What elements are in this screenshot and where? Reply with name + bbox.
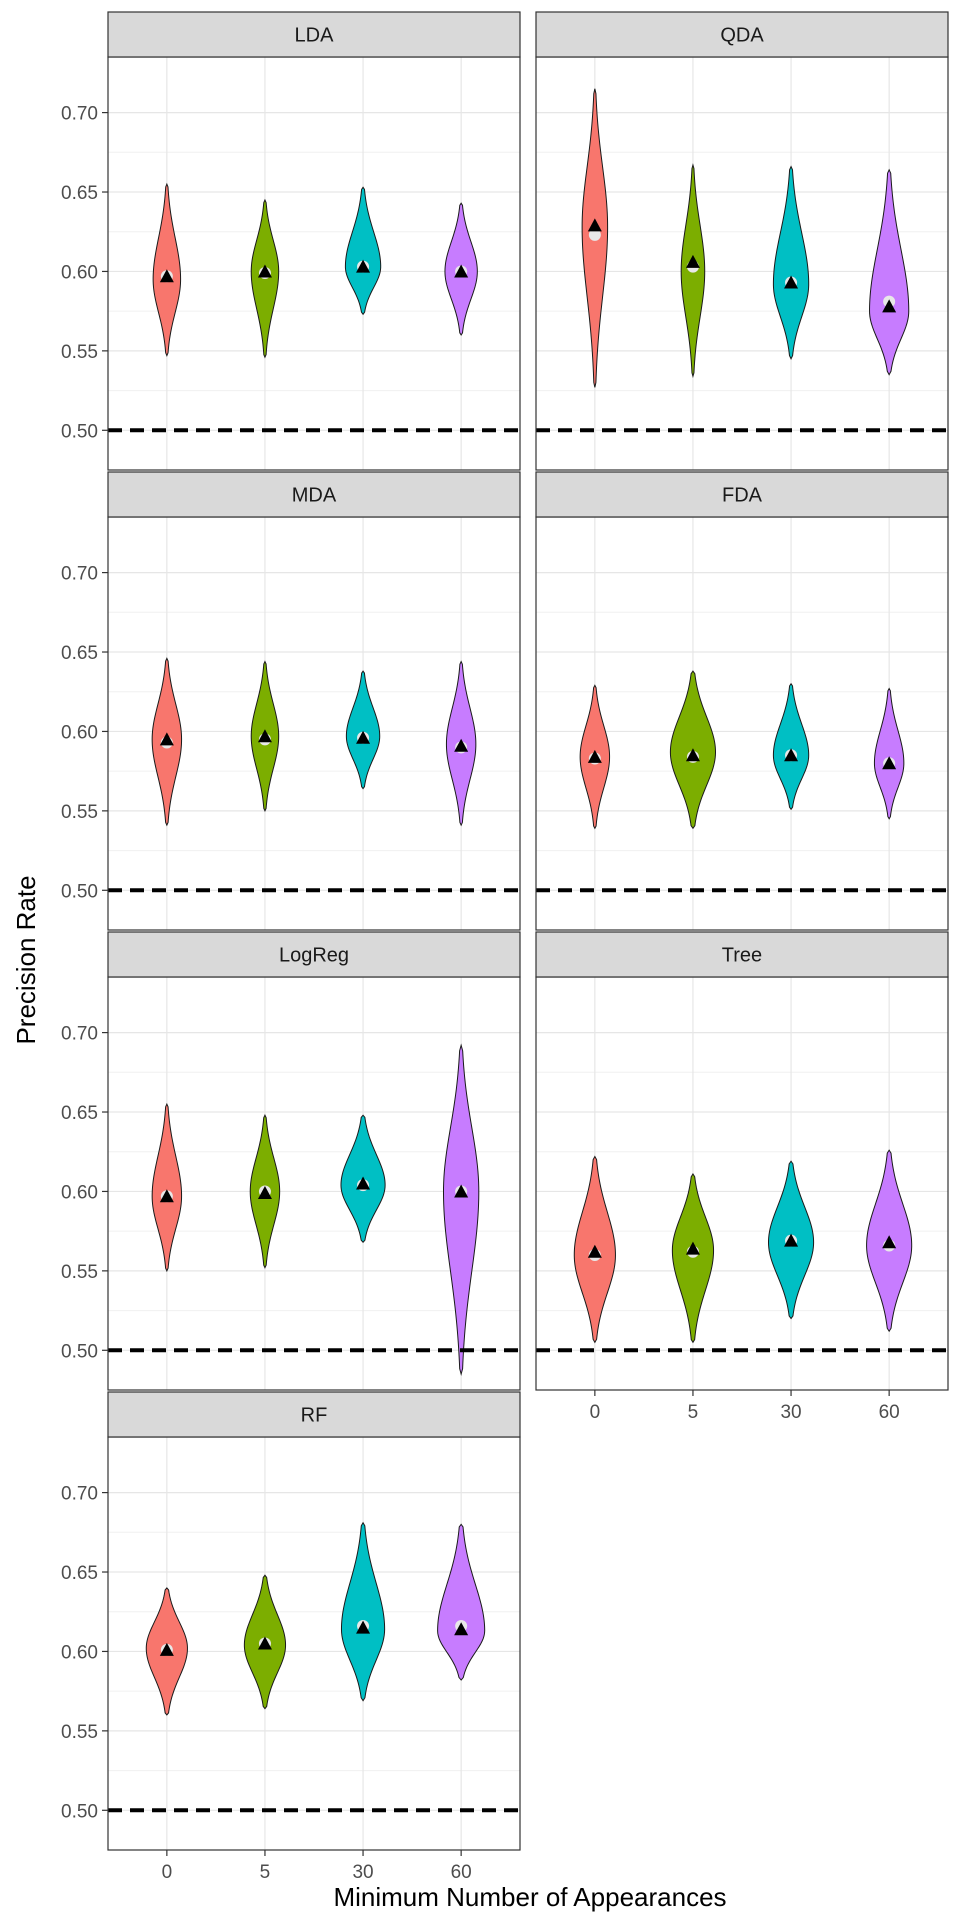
mean-marker [685, 748, 700, 762]
y-tick-label: 0.70 [61, 104, 98, 125]
mean-marker [257, 729, 272, 743]
x-tick-label: 0 [590, 1402, 601, 1423]
y-tick-label: 0.55 [61, 1262, 98, 1283]
mean-marker [159, 1189, 174, 1203]
violin-qda-60 [869, 168, 910, 376]
y-tick-label: 0.65 [61, 1563, 98, 1584]
y-tick-label: 0.70 [61, 1024, 98, 1045]
mean-marker [356, 1620, 371, 1634]
y-tick-label: 0.55 [61, 802, 98, 823]
mean-marker [159, 1642, 174, 1656]
violin-rf-60 [437, 1523, 486, 1681]
mean-marker [257, 1186, 272, 1200]
mean-marker [454, 1184, 469, 1198]
violin-fda-60 [873, 687, 905, 820]
y-tick-label: 0.50 [61, 1801, 98, 1822]
y-tick-label: 0.55 [61, 342, 98, 363]
mean-marker [882, 756, 897, 770]
x-tick-label: 0 [162, 1862, 173, 1883]
x-axis-title: Minimum Number of Appearances [333, 1882, 726, 1912]
y-tick-label: 0.50 [61, 1341, 98, 1362]
mean-marker [587, 749, 602, 763]
mean-marker [587, 1244, 602, 1258]
mean-marker [356, 730, 371, 744]
violin-tree-5 [671, 1173, 715, 1344]
mean-marker [257, 264, 272, 278]
y-tick-label: 0.50 [61, 881, 98, 902]
violin-fda-30 [772, 682, 810, 811]
mean-marker [454, 1622, 469, 1636]
mean-marker [882, 1235, 897, 1249]
strip-background [107, 931, 521, 978]
strip-background [535, 471, 949, 518]
strip-label: QDA [720, 25, 764, 47]
y-tick-label: 0.60 [61, 1182, 98, 1203]
mean-marker [356, 1176, 371, 1190]
panel-lda: LDA 0.50 0.55 0.60 0.65 0.70 [61, 11, 521, 471]
y-tick-label: 0.50 [61, 421, 98, 442]
violin-lda-30 [344, 186, 382, 316]
mean-marker [685, 1241, 700, 1255]
y-tick-label: 0.70 [61, 1484, 98, 1505]
x-tick-label: 60 [451, 1862, 472, 1883]
y-tick-label: 0.70 [61, 564, 98, 585]
panel-logreg: LogReg 0.50 0.55 0.60 0.65 0.70 [61, 931, 521, 1391]
y-tick-label: 0.65 [61, 643, 98, 664]
strip-background [107, 471, 521, 518]
mean-marker [454, 738, 469, 752]
mean-marker [159, 269, 174, 283]
median-marker [588, 228, 601, 241]
violin-logreg-0 [151, 1102, 183, 1273]
mean-marker [587, 218, 602, 232]
x-tick-label: 30 [780, 1402, 801, 1423]
y-tick-label: 0.55 [61, 1722, 98, 1743]
y-tick-label: 0.65 [61, 183, 98, 204]
mean-marker [784, 1233, 799, 1247]
strip-label: Tree [722, 945, 762, 967]
violin-logreg-60 [442, 1043, 480, 1377]
x-tick-label: 30 [352, 1862, 373, 1883]
strip-label: LDA [295, 25, 335, 47]
mean-marker [454, 264, 469, 278]
panel-rf: RF 0.50 0.55 0.60 0.65 0.70 0 5 30 60 [61, 1391, 521, 1883]
violin-mda-30 [345, 670, 381, 790]
y-tick-label: 0.60 [61, 1642, 98, 1663]
mean-marker [356, 259, 371, 273]
x-tick-label: 60 [879, 1402, 900, 1423]
x-tick-label: 5 [688, 1402, 699, 1423]
strip-background [535, 931, 949, 978]
mean-marker [882, 299, 897, 313]
mean-marker [685, 254, 700, 268]
y-tick-label: 0.60 [61, 262, 98, 283]
strip-background [107, 11, 521, 58]
panel-tree: Tree 0 5 30 60 [535, 931, 949, 1423]
panel-mda: MDA 0.50 0.55 0.60 0.65 0.70 [61, 471, 521, 931]
strip-background [107, 1391, 521, 1438]
violin-qda-30 [772, 165, 810, 360]
strip-label: LogReg [279, 945, 349, 967]
y-tick-label: 0.65 [61, 1103, 98, 1124]
mean-marker [784, 748, 799, 762]
strip-label: MDA [292, 485, 337, 507]
mean-marker [784, 275, 799, 289]
strip-background [535, 11, 949, 58]
y-axis-title: Precision Rate [11, 875, 41, 1044]
mean-marker [257, 1636, 272, 1650]
panel-fda: FDA [535, 471, 949, 931]
panel-background [536, 977, 948, 1390]
panel-background [536, 517, 948, 930]
strip-label: FDA [722, 485, 763, 507]
violin-rf-30 [340, 1521, 386, 1702]
x-tick-label: 5 [260, 1862, 271, 1883]
y-tick-label: 0.60 [61, 722, 98, 743]
strip-label: RF [301, 1405, 328, 1427]
panel-qda: QDA [535, 11, 949, 471]
mean-marker [159, 732, 174, 746]
